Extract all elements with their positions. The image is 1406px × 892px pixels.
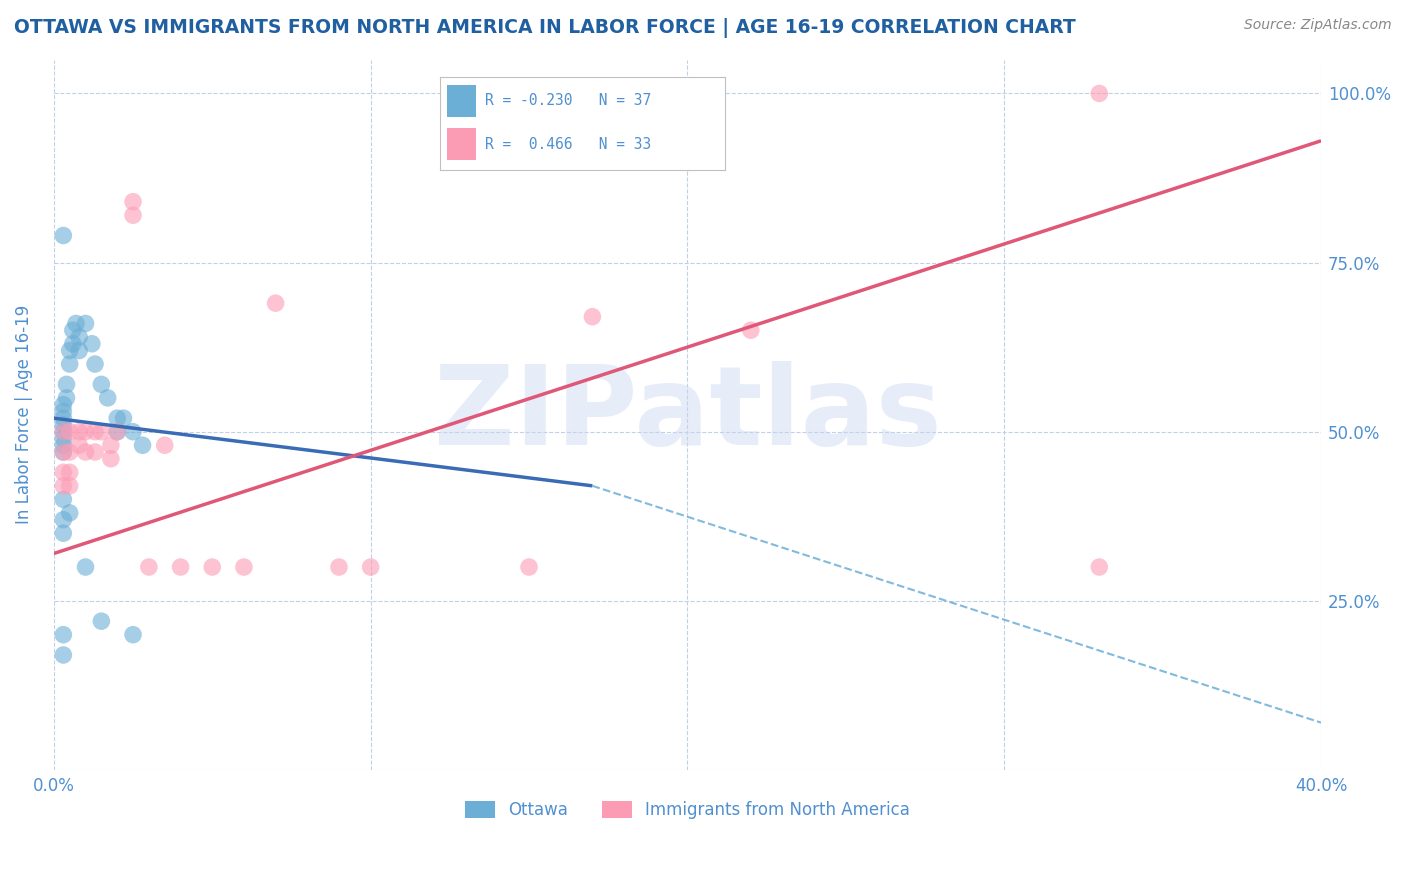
Point <box>84 357 107 371</box>
Legend: Ottawa, Immigrants from North America: Ottawa, Immigrants from North America <box>458 794 917 826</box>
Point <box>122 425 145 439</box>
Point <box>75 560 97 574</box>
Text: Source: ZipAtlas.com: Source: ZipAtlas.com <box>1244 18 1392 32</box>
Point <box>52 404 75 418</box>
Point <box>52 438 75 452</box>
Point <box>52 445 75 459</box>
Point <box>97 391 120 405</box>
Point <box>59 479 82 493</box>
Point <box>67 343 90 358</box>
Point <box>1088 87 1111 101</box>
Text: OTTAWA VS IMMIGRANTS FROM NORTH AMERICA IN LABOR FORCE | AGE 16-19 CORRELATION C: OTTAWA VS IMMIGRANTS FROM NORTH AMERICA … <box>14 18 1076 37</box>
Point <box>122 194 145 209</box>
Point <box>52 648 75 662</box>
Point <box>59 445 82 459</box>
Point <box>105 425 128 439</box>
Point <box>100 438 122 452</box>
Point <box>131 438 153 452</box>
Point <box>90 425 112 439</box>
Point <box>62 323 84 337</box>
Point <box>55 377 77 392</box>
Point <box>52 526 75 541</box>
Point <box>59 343 82 358</box>
Point <box>67 330 90 344</box>
Point <box>52 445 75 459</box>
Point <box>75 317 97 331</box>
Point <box>62 336 84 351</box>
Text: ZIPatlas: ZIPatlas <box>433 361 942 468</box>
Point <box>52 432 75 446</box>
Point <box>100 451 122 466</box>
Point <box>84 425 107 439</box>
Y-axis label: In Labor Force | Age 16-19: In Labor Force | Age 16-19 <box>15 305 32 524</box>
Point <box>153 438 176 452</box>
Point <box>80 336 103 351</box>
Point <box>52 479 75 493</box>
Point <box>90 377 112 392</box>
Point <box>360 560 382 574</box>
Point <box>67 425 90 439</box>
Point <box>52 425 75 439</box>
Point <box>169 560 191 574</box>
Point <box>90 614 112 628</box>
Point <box>52 228 75 243</box>
Point <box>52 465 75 479</box>
Point <box>122 628 145 642</box>
Point <box>52 513 75 527</box>
Point <box>75 425 97 439</box>
Point <box>1088 560 1111 574</box>
Point <box>232 560 254 574</box>
Point <box>581 310 603 324</box>
Point <box>59 425 82 439</box>
Point <box>52 492 75 507</box>
Point <box>112 411 135 425</box>
Point <box>52 398 75 412</box>
Point <box>84 445 107 459</box>
Point <box>52 417 75 432</box>
Point <box>52 411 75 425</box>
Point <box>105 425 128 439</box>
Point <box>65 317 87 331</box>
Point <box>52 628 75 642</box>
Point <box>67 438 90 452</box>
Point <box>138 560 160 574</box>
Point <box>201 560 224 574</box>
Point <box>52 425 75 439</box>
Point <box>264 296 287 310</box>
Point <box>328 560 350 574</box>
Point <box>55 391 77 405</box>
Point <box>517 560 540 574</box>
Point <box>122 208 145 222</box>
Point <box>59 357 82 371</box>
Point <box>740 323 762 337</box>
Point <box>105 411 128 425</box>
Point <box>59 465 82 479</box>
Point <box>59 506 82 520</box>
Point <box>75 445 97 459</box>
